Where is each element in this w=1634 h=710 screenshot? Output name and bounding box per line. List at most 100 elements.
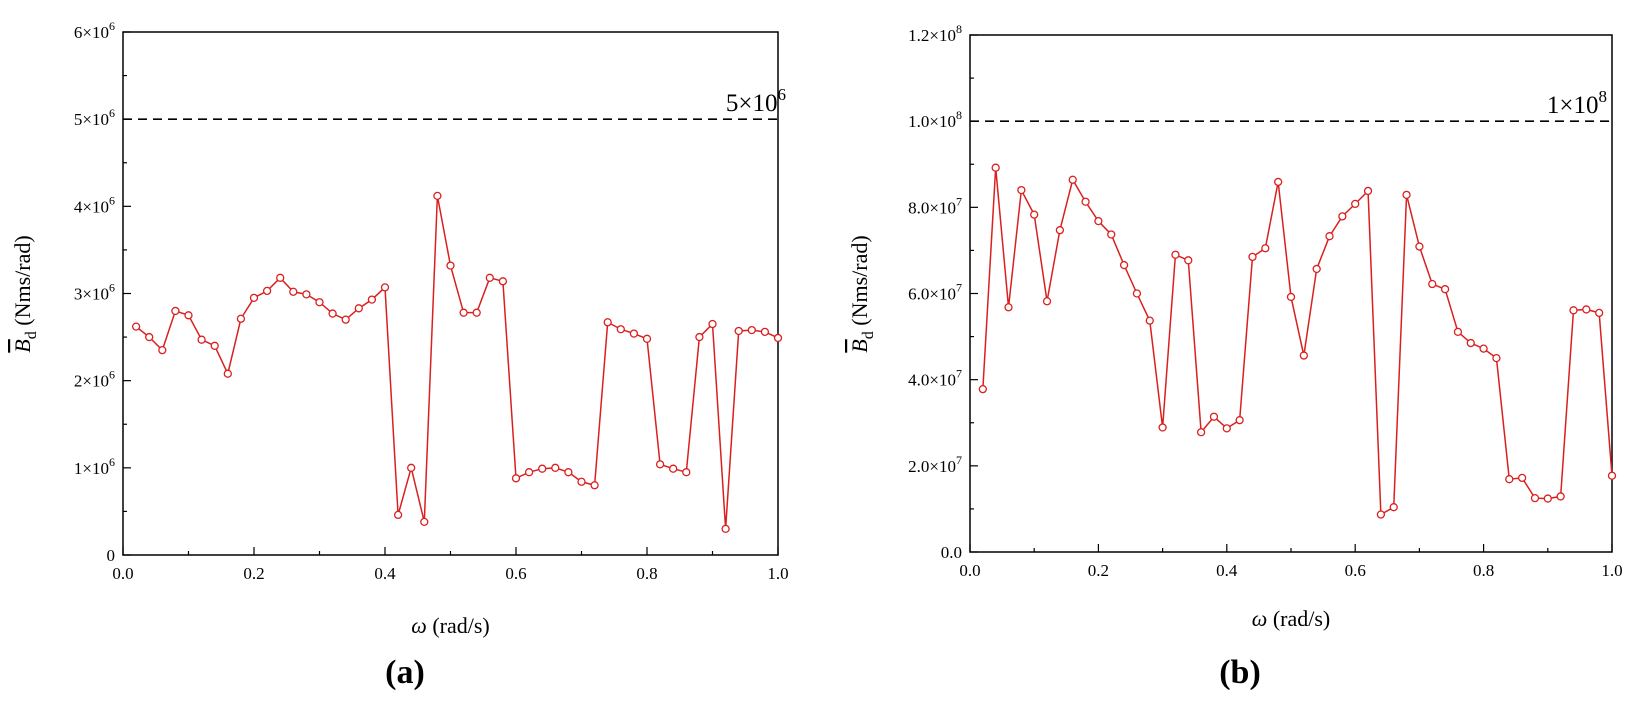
data-point bbox=[1312, 264, 1321, 274]
y-tick-label: 1.0×108 bbox=[908, 108, 962, 131]
x-tick-label: 0.2 bbox=[243, 564, 264, 583]
data-point bbox=[1389, 503, 1398, 512]
y-axis-unit: (Nms/rad) bbox=[847, 235, 872, 331]
data-point bbox=[1158, 423, 1167, 432]
data-point bbox=[1543, 494, 1552, 503]
y-tick-exponent: 7 bbox=[956, 453, 962, 467]
data-point bbox=[1466, 338, 1475, 348]
data-point bbox=[1171, 250, 1180, 259]
data-point bbox=[682, 468, 691, 477]
data-point bbox=[1145, 316, 1154, 325]
x-axis-unit: (rad/s) bbox=[1267, 606, 1330, 631]
data-point bbox=[1453, 327, 1463, 336]
data-point bbox=[511, 474, 521, 483]
data-point bbox=[1017, 185, 1026, 195]
data-point bbox=[695, 332, 704, 342]
y-tick-label: 6×106 bbox=[74, 19, 115, 42]
data-point bbox=[1107, 230, 1116, 239]
y-axis-label: Bd (Nms/rad) bbox=[847, 235, 877, 352]
data-point bbox=[1338, 212, 1347, 221]
data-point bbox=[603, 318, 612, 327]
data-point bbox=[158, 346, 167, 355]
data-point bbox=[145, 332, 154, 342]
x-tick-label: 0.6 bbox=[505, 564, 526, 583]
data-point bbox=[747, 325, 756, 335]
data-point bbox=[1363, 186, 1373, 196]
y-tick-label: 3×106 bbox=[74, 281, 115, 304]
data-point bbox=[407, 463, 416, 472]
y-tick-label: 0 bbox=[107, 546, 116, 565]
y-tick-exponent: 8 bbox=[956, 108, 962, 122]
data-point bbox=[616, 325, 625, 334]
y-tick-exponent: 7 bbox=[956, 367, 962, 381]
y-tick-exponent: 6 bbox=[109, 19, 115, 33]
data-point bbox=[341, 315, 350, 324]
data-point bbox=[642, 334, 652, 343]
y-tick-mantissa: 4×10 bbox=[74, 197, 109, 216]
y-tick-label: 1.2×108 bbox=[908, 22, 962, 45]
data-point bbox=[1595, 308, 1604, 318]
y-tick-exponent: 6 bbox=[109, 281, 115, 295]
plot-frame bbox=[122, 31, 779, 556]
data-point bbox=[655, 460, 665, 469]
data-point bbox=[446, 261, 455, 270]
x-tick-label: 0.4 bbox=[1216, 561, 1238, 580]
data-point bbox=[354, 304, 363, 313]
y-tick-mantissa: 5×10 bbox=[74, 110, 109, 129]
x-tick-label: 0.8 bbox=[636, 564, 657, 583]
y-tick-mantissa: 1.2×10 bbox=[908, 26, 956, 45]
y-tick-exponent: 6 bbox=[109, 455, 115, 469]
y-tick-mantissa: 0.0 bbox=[941, 543, 962, 562]
data-point bbox=[629, 329, 639, 338]
data-point bbox=[1492, 353, 1501, 363]
data-point bbox=[1184, 256, 1193, 265]
series-line bbox=[982, 167, 1613, 516]
data-point bbox=[1286, 292, 1296, 302]
data-point bbox=[1132, 289, 1142, 298]
y-axis-symbol: B bbox=[847, 339, 872, 352]
y-tick-mantissa: 2.0×10 bbox=[908, 457, 956, 476]
data-point bbox=[1415, 242, 1424, 251]
data-point bbox=[1402, 190, 1411, 199]
y-tick-mantissa: 1×10 bbox=[74, 459, 109, 478]
data-point bbox=[1119, 260, 1129, 270]
data-point bbox=[380, 283, 390, 292]
y-tick-label: 4.0×107 bbox=[908, 367, 962, 390]
data-point bbox=[1376, 510, 1386, 519]
x-axis-symbol: ω bbox=[1252, 606, 1268, 631]
x-tick-label: 1.0 bbox=[1601, 561, 1622, 580]
y-tick-label: 0.0 bbox=[941, 543, 962, 562]
data-point bbox=[328, 309, 337, 318]
data-point bbox=[1299, 351, 1308, 360]
data-point bbox=[734, 326, 743, 336]
y-axis-subscript: d bbox=[23, 331, 40, 339]
data-point bbox=[197, 335, 206, 344]
y-tick-exponent: 6 bbox=[109, 193, 115, 207]
y-tick-mantissa: 6×10 bbox=[74, 23, 109, 42]
x-tick-label: 0.8 bbox=[1473, 561, 1494, 580]
data-point bbox=[210, 341, 219, 350]
reference-mantissa: 5×10 bbox=[726, 90, 778, 117]
data-point bbox=[236, 314, 246, 323]
y-tick-label: 4×106 bbox=[74, 193, 115, 216]
data-point bbox=[1517, 473, 1527, 483]
data-point bbox=[760, 327, 770, 337]
y-axis-subscript: d bbox=[860, 331, 877, 339]
x-axis-label: ω (rad/s) bbox=[1252, 606, 1330, 631]
panel-b-chart: 0.0 0.2 0.4 0.6 0.8 1.00.02.0×1074.0×1076.0×1… bbox=[847, 22, 1623, 691]
x-tick-label: 1.0 bbox=[767, 564, 788, 583]
data-point bbox=[1068, 175, 1077, 184]
data-point bbox=[1479, 344, 1488, 353]
y-axis-unit: (Nms/rad) bbox=[10, 235, 35, 331]
data-point bbox=[223, 369, 232, 378]
data-point bbox=[577, 477, 586, 486]
y-tick-label: 2×106 bbox=[74, 368, 115, 391]
data-point bbox=[1274, 177, 1283, 187]
data-point bbox=[1222, 424, 1231, 433]
data-point bbox=[393, 510, 403, 520]
y-tick-mantissa: 2×10 bbox=[74, 372, 109, 391]
y-tick-exponent: 6 bbox=[109, 106, 115, 120]
data-point bbox=[262, 286, 272, 296]
x-tick-label: 0.0 bbox=[112, 564, 133, 583]
